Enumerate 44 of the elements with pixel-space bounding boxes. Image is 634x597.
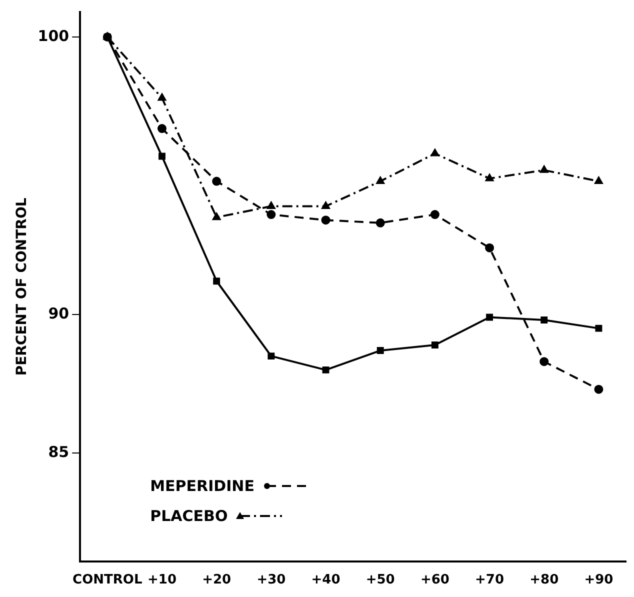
y-tick-label: 100 bbox=[38, 26, 70, 45]
point bbox=[594, 384, 604, 394]
y-tick-label: 90 bbox=[48, 304, 70, 322]
point bbox=[540, 166, 548, 173]
legend-label: MEPERIDINE bbox=[150, 477, 254, 496]
point bbox=[212, 212, 221, 220]
point bbox=[540, 316, 548, 324]
x-tick-label: CONTROL bbox=[72, 572, 142, 588]
point bbox=[430, 149, 439, 156]
point bbox=[485, 243, 494, 252]
x-tick-label: +40 bbox=[311, 572, 340, 588]
y-axis-title: PERCENT OF CONTROL bbox=[14, 198, 30, 376]
y-tick-label: 85 bbox=[48, 443, 70, 462]
point bbox=[376, 218, 385, 228]
point bbox=[322, 202, 330, 209]
point bbox=[595, 324, 602, 332]
point bbox=[267, 202, 276, 209]
x-tick-label: +60 bbox=[420, 572, 450, 588]
x-tick-label: +30 bbox=[256, 572, 286, 588]
point bbox=[321, 216, 330, 225]
point bbox=[212, 176, 222, 186]
point bbox=[104, 34, 111, 40]
point bbox=[486, 314, 494, 321]
point bbox=[594, 176, 603, 184]
point bbox=[376, 347, 384, 354]
x-tick-label: +20 bbox=[202, 572, 232, 588]
point bbox=[376, 176, 384, 184]
x-tick-label: +80 bbox=[530, 572, 559, 588]
x-tick-label: +90 bbox=[584, 572, 614, 588]
point bbox=[158, 152, 166, 160]
point bbox=[485, 174, 494, 182]
x-tick-label: +50 bbox=[366, 572, 395, 588]
legend-label: PLACEBO bbox=[150, 507, 228, 526]
point bbox=[158, 94, 166, 101]
point bbox=[322, 366, 330, 374]
point bbox=[540, 357, 549, 366]
point bbox=[268, 352, 275, 360]
point bbox=[430, 210, 440, 220]
point bbox=[213, 278, 220, 285]
x-tick-label: +10 bbox=[148, 572, 176, 588]
x-tick-label: +70 bbox=[475, 572, 504, 588]
point bbox=[431, 341, 438, 348]
point bbox=[157, 124, 166, 134]
point bbox=[266, 210, 276, 220]
